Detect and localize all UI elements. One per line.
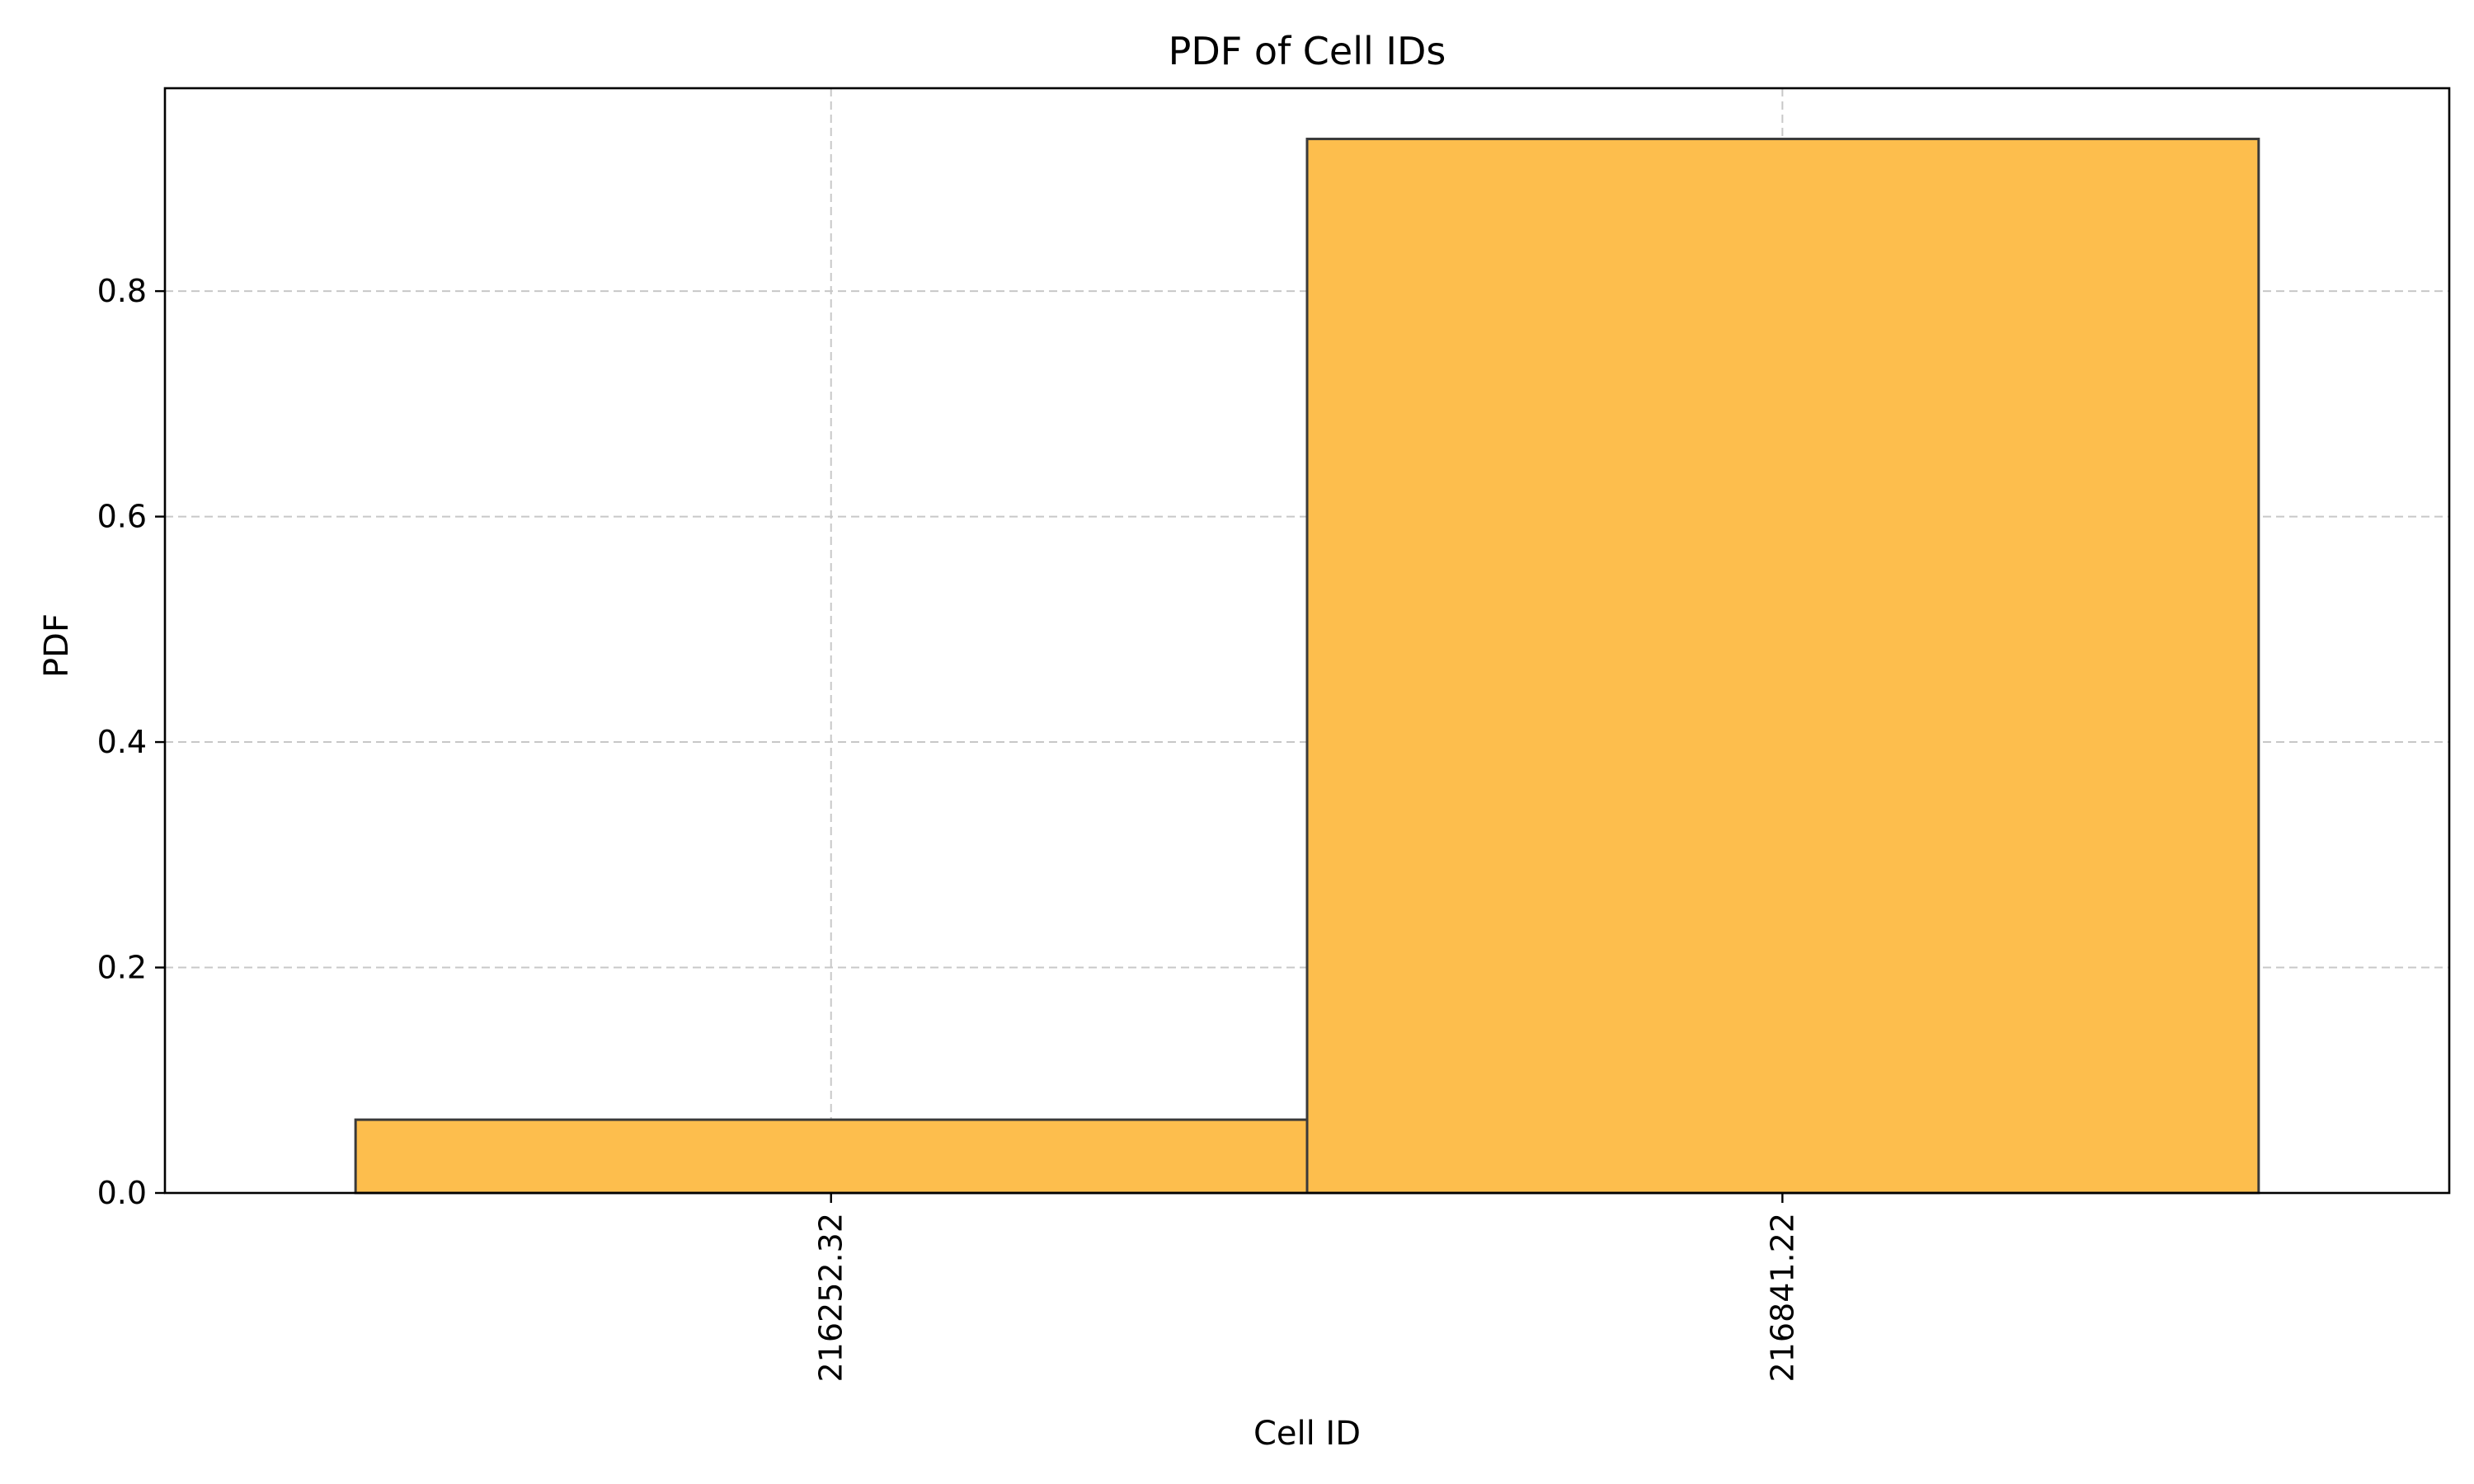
histogram-bar-1 xyxy=(354,1118,1309,1195)
y-axis-label: PDF xyxy=(38,613,76,678)
x-tick-label: 216841.22 xyxy=(1764,1213,1800,1383)
y-tick-label: 0.4 xyxy=(97,724,147,760)
x-axis-label: Cell ID xyxy=(1253,1415,1361,1453)
histogram-bar-2 xyxy=(1305,138,2260,1195)
y-tick-label: 0.0 xyxy=(97,1175,147,1211)
x-axis-ticks: 216252.32 216841.22 xyxy=(813,1193,1800,1383)
y-axis-ticks: 0.0 0.2 0.4 0.6 0.8 xyxy=(97,273,165,1211)
y-tick-label: 0.2 xyxy=(97,950,147,986)
chart-title: PDF of Cell IDs xyxy=(1169,29,1446,73)
bars-layer xyxy=(354,138,2260,1195)
y-tick-label: 0.8 xyxy=(97,273,147,309)
plot-area-frame xyxy=(163,87,2451,1195)
x-tick-label: 216252.32 xyxy=(813,1213,849,1383)
y-tick-label: 0.6 xyxy=(97,499,147,535)
